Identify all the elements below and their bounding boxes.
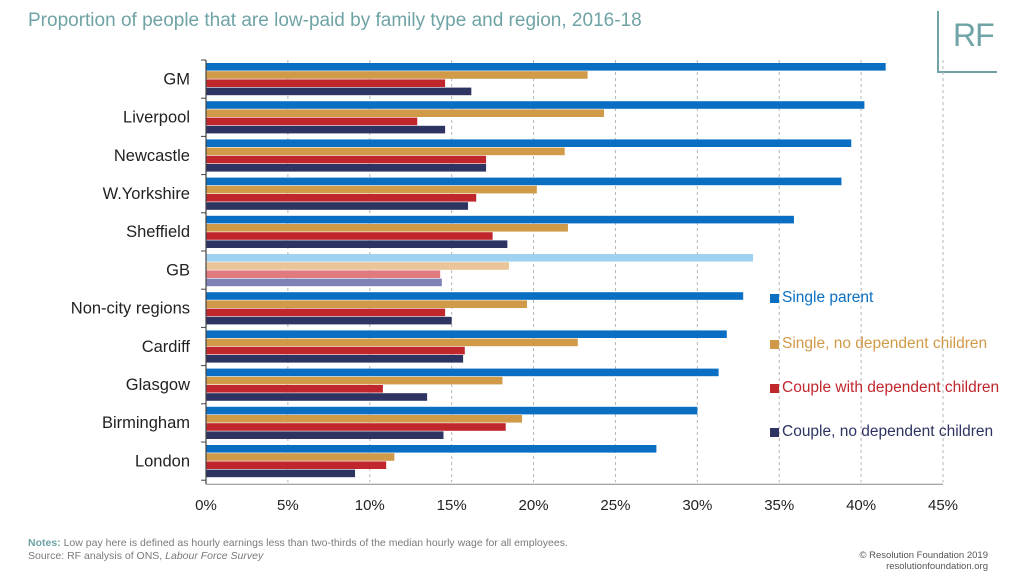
x-tick-label-4: 20% <box>519 497 549 514</box>
category-label-9: Birmingham <box>102 414 190 432</box>
x-tick-label-9: 45% <box>928 497 958 514</box>
bar-couple-with-children-2 <box>206 155 487 164</box>
bar-single-parent-5 <box>206 254 754 262</box>
bar-single-parent-4 <box>206 215 794 224</box>
legend-label-couple-no-children: Couple, no dependent children <box>782 423 994 440</box>
bar-single-no-children-10 <box>206 453 395 461</box>
bar-couple-no-children-2 <box>206 164 487 172</box>
bar-single-no-children-3 <box>206 185 537 194</box>
x-tick-label-6: 30% <box>682 497 712 514</box>
x-tick-label-5: 25% <box>600 497 630 514</box>
bar-couple-with-children-4 <box>206 232 493 240</box>
bar-couple-no-children-10 <box>206 469 356 478</box>
bar-single-no-children-7 <box>206 338 578 347</box>
bar-single-parent-6 <box>206 292 744 300</box>
bar-single-parent-3 <box>206 177 842 186</box>
bar-couple-no-children-1 <box>206 125 446 134</box>
bar-couple-with-children-9 <box>206 423 506 431</box>
chart-title: Proportion of people that are low-paid b… <box>28 10 642 31</box>
bar-couple-with-children-3 <box>206 194 477 202</box>
bar-single-parent-10 <box>206 445 657 453</box>
bar-single-no-children-8 <box>206 376 503 385</box>
notes: Notes: Low pay here is defined as hourly… <box>28 537 568 563</box>
bar-couple-with-children-1 <box>206 117 418 126</box>
bar-single-parent-7 <box>206 330 727 338</box>
category-label-8: Glasgow <box>126 376 190 394</box>
category-label-4: Sheffield <box>126 223 190 241</box>
x-tick-label-3: 15% <box>437 497 467 514</box>
notes-line: Notes: Low pay here is defined as hourly… <box>28 537 568 550</box>
copyright: © Resolution Foundation 2019 <box>859 550 988 561</box>
bar-single-no-children-9 <box>206 415 523 423</box>
source-line: Source: RF analysis of ONS, Labour Force… <box>28 550 568 563</box>
category-label-2: Newcastle <box>114 147 190 165</box>
bar-couple-no-children-4 <box>206 240 508 248</box>
x-tick-label-1: 5% <box>277 497 299 514</box>
bar-couple-no-children-8 <box>206 393 428 401</box>
bar-couple-no-children-9 <box>206 431 444 439</box>
legend-label-single-parent: Single parent <box>782 289 874 306</box>
category-label-0: GM <box>163 70 190 88</box>
bar-single-no-children-2 <box>206 147 565 156</box>
bar-single-parent-9 <box>206 406 698 415</box>
bar-couple-no-children-5 <box>206 278 442 287</box>
x-tick-label-8: 40% <box>846 497 876 514</box>
notes-text: Low pay here is defined as hourly earnin… <box>63 537 568 549</box>
category-label-10: London <box>135 452 190 470</box>
bar-single-parent-0 <box>206 63 886 71</box>
category-label-5: GB <box>166 261 190 279</box>
x-tick-label-7: 35% <box>764 497 794 514</box>
legend-swatch-single-parent <box>770 294 779 303</box>
bar-single-no-children-1 <box>206 109 604 117</box>
category-label-3: W.Yorkshire <box>103 185 190 203</box>
bar-single-no-children-5 <box>206 262 509 270</box>
x-tick-label-0: 0% <box>195 497 217 514</box>
website: resolutionfoundation.org <box>886 561 988 572</box>
bar-couple-with-children-7 <box>206 346 465 355</box>
legend-swatch-couple-with-children <box>770 384 779 393</box>
bar-couple-with-children-10 <box>206 461 387 469</box>
bar-single-parent-1 <box>206 101 865 109</box>
x-tick-label-2: 10% <box>355 497 385 514</box>
category-label-7: Cardiff <box>142 338 191 356</box>
rf-logo: RF <box>937 11 997 73</box>
bar-single-parent-8 <box>206 368 719 377</box>
category-label-6: Non-city regions <box>71 300 190 318</box>
bar-single-no-children-0 <box>206 71 588 79</box>
legend-label-single-no-children: Single, no dependent children <box>782 335 988 352</box>
footer-credits: © Resolution Foundation 2019 resolutionf… <box>860 550 988 572</box>
notes-label: Notes: <box>28 537 61 549</box>
source-prefix: Source: RF analysis of ONS, <box>28 550 166 562</box>
bar-couple-with-children-0 <box>206 79 446 87</box>
bar-single-no-children-4 <box>206 224 568 232</box>
legend-swatch-single-no-children <box>770 340 779 349</box>
bar-couple-no-children-0 <box>206 87 472 96</box>
logo-text: RF <box>953 17 995 53</box>
bar-single-parent-2 <box>206 139 852 147</box>
bar-couple-with-children-5 <box>206 270 441 278</box>
bar-couple-no-children-6 <box>206 316 452 325</box>
source-italic: Labour Force Survey <box>165 550 264 562</box>
legend-swatch-couple-no-children <box>770 428 779 437</box>
bar-couple-with-children-8 <box>206 385 383 393</box>
bar-couple-no-children-3 <box>206 202 469 210</box>
bar-couple-no-children-7 <box>206 355 464 363</box>
legend-label-couple-with-children: Couple with dependent children <box>782 379 1000 396</box>
bar-couple-with-children-6 <box>206 308 446 317</box>
bar-single-no-children-6 <box>206 300 528 308</box>
category-label-1: Liverpool <box>123 109 190 127</box>
